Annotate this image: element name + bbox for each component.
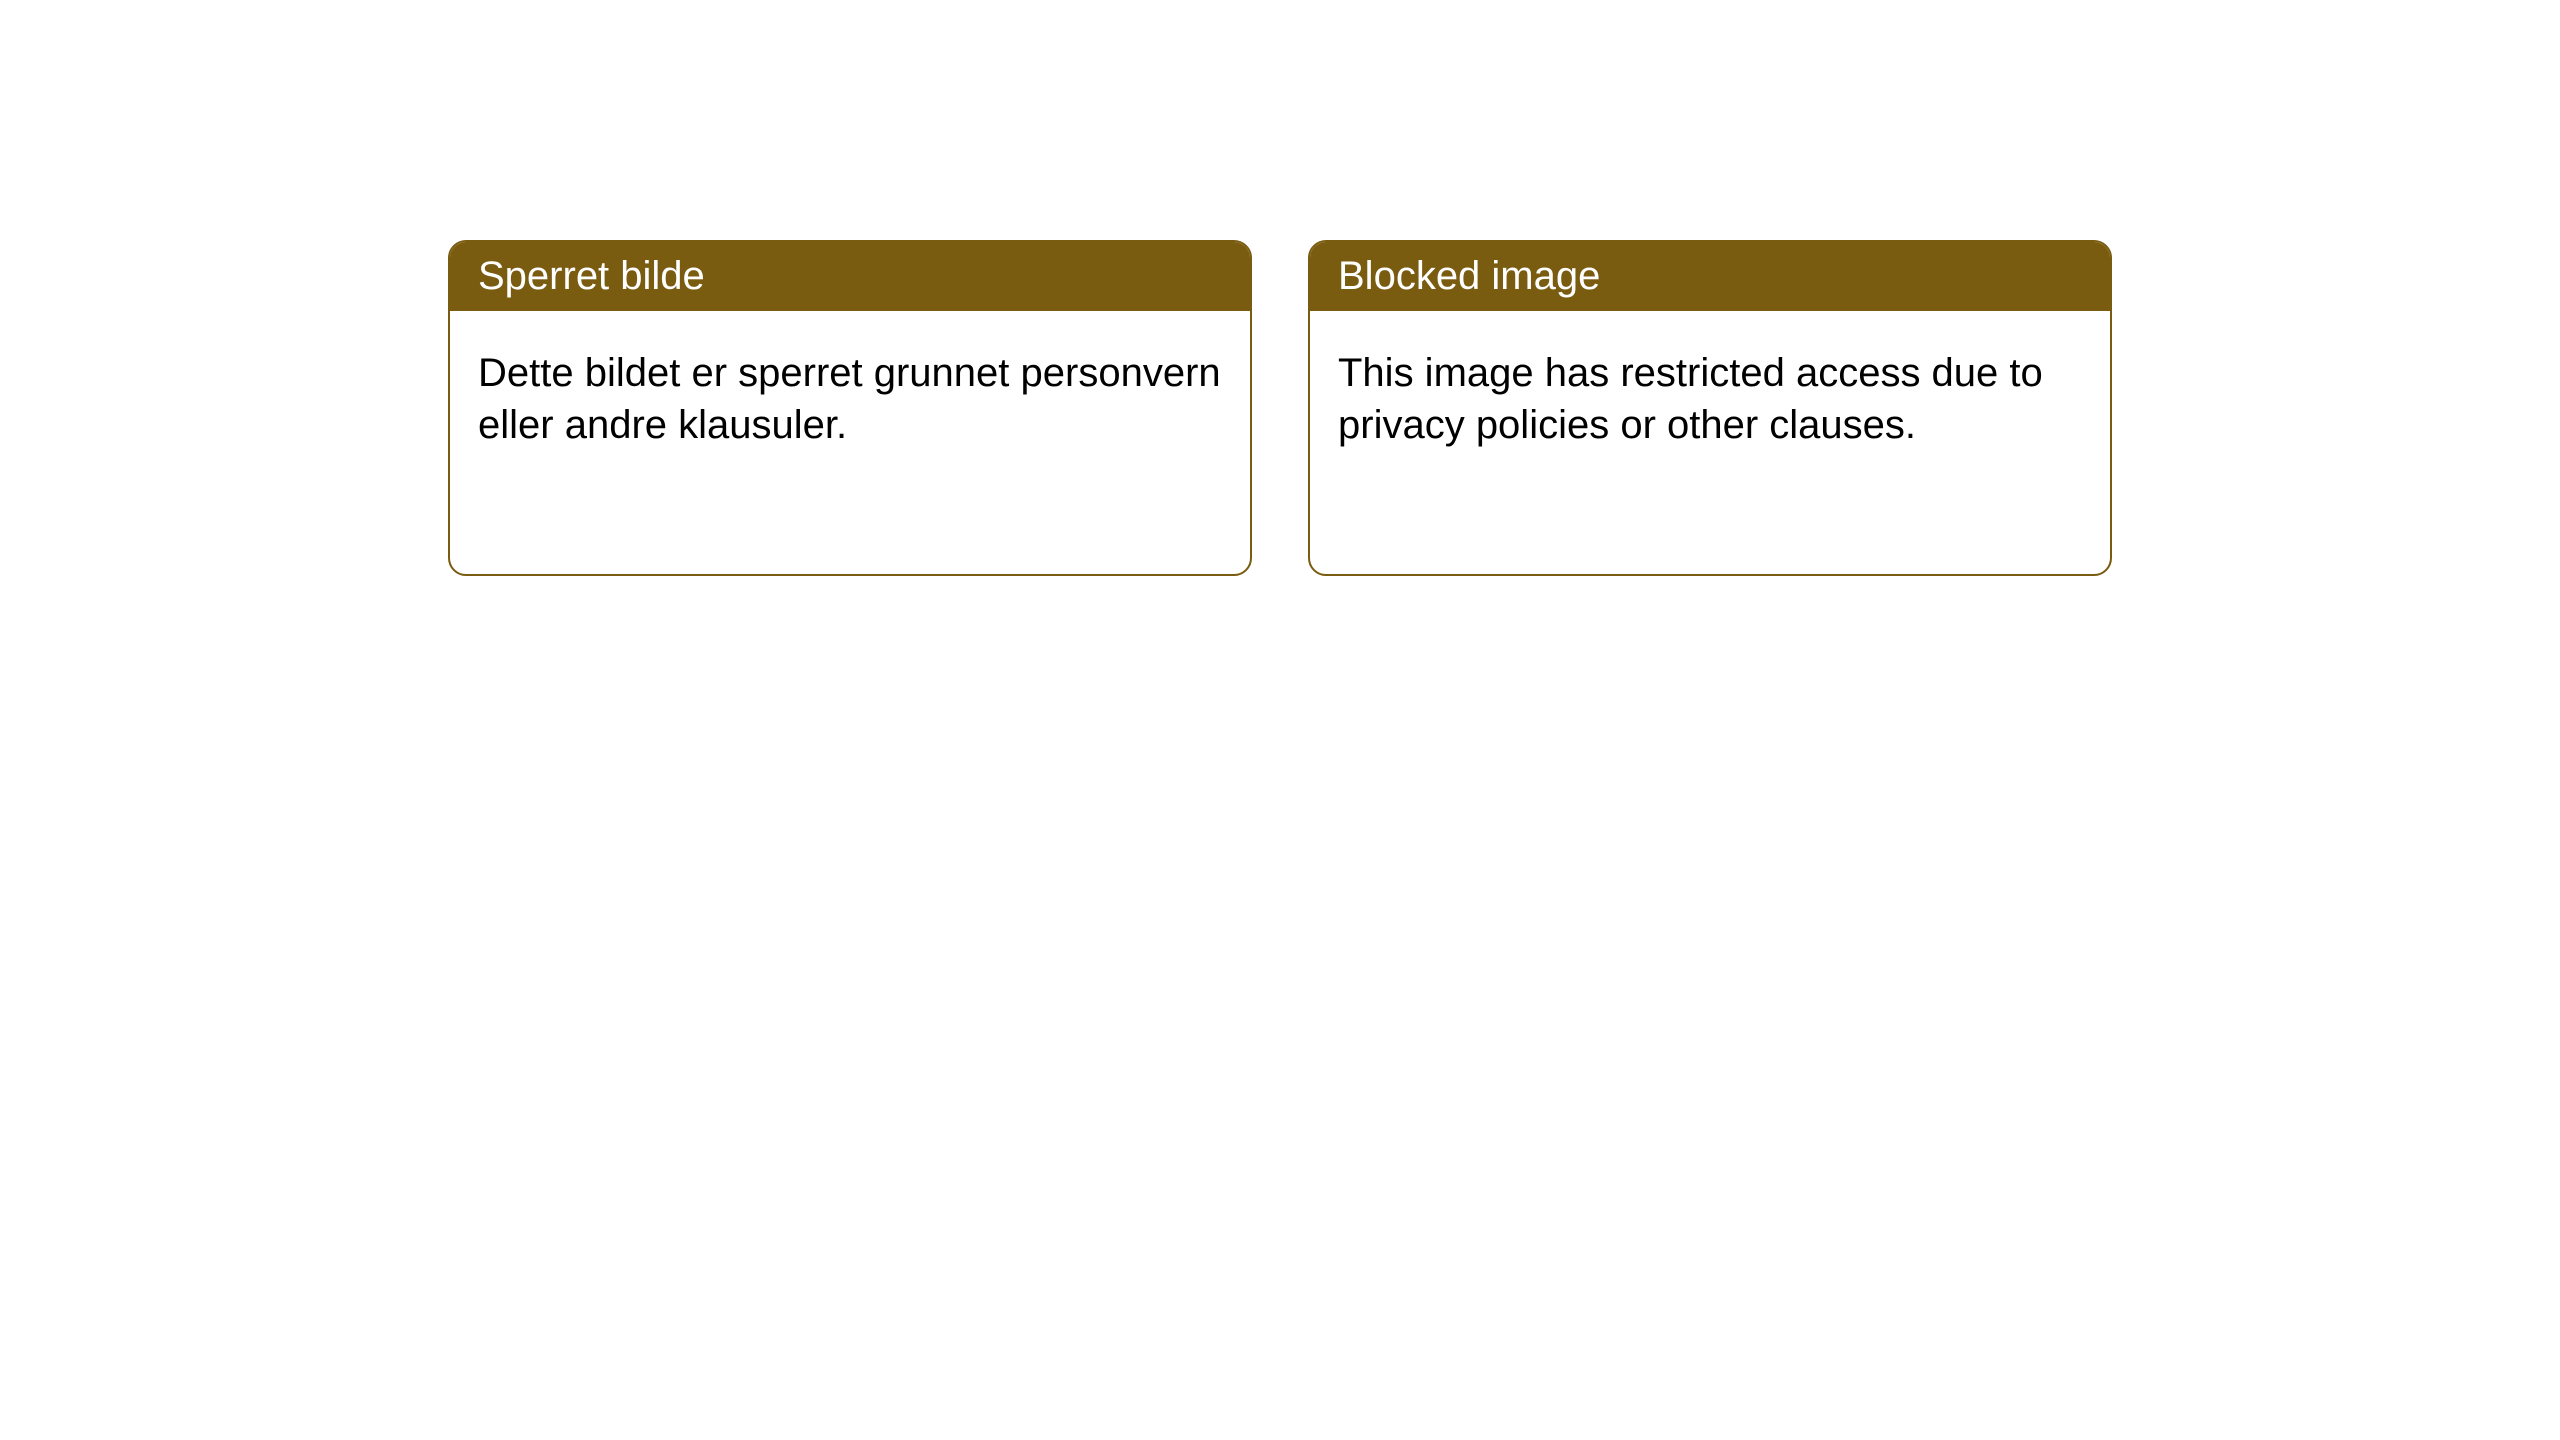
notice-container: Sperret bilde Dette bildet er sperret gr…	[0, 0, 2560, 576]
notice-body-english: This image has restricted access due to …	[1310, 311, 2110, 487]
notice-card-english: Blocked image This image has restricted …	[1308, 240, 2112, 576]
notice-body-norwegian: Dette bildet er sperret grunnet personve…	[450, 311, 1250, 487]
notice-title-norwegian: Sperret bilde	[450, 242, 1250, 311]
notice-title-english: Blocked image	[1310, 242, 2110, 311]
notice-card-norwegian: Sperret bilde Dette bildet er sperret gr…	[448, 240, 1252, 576]
